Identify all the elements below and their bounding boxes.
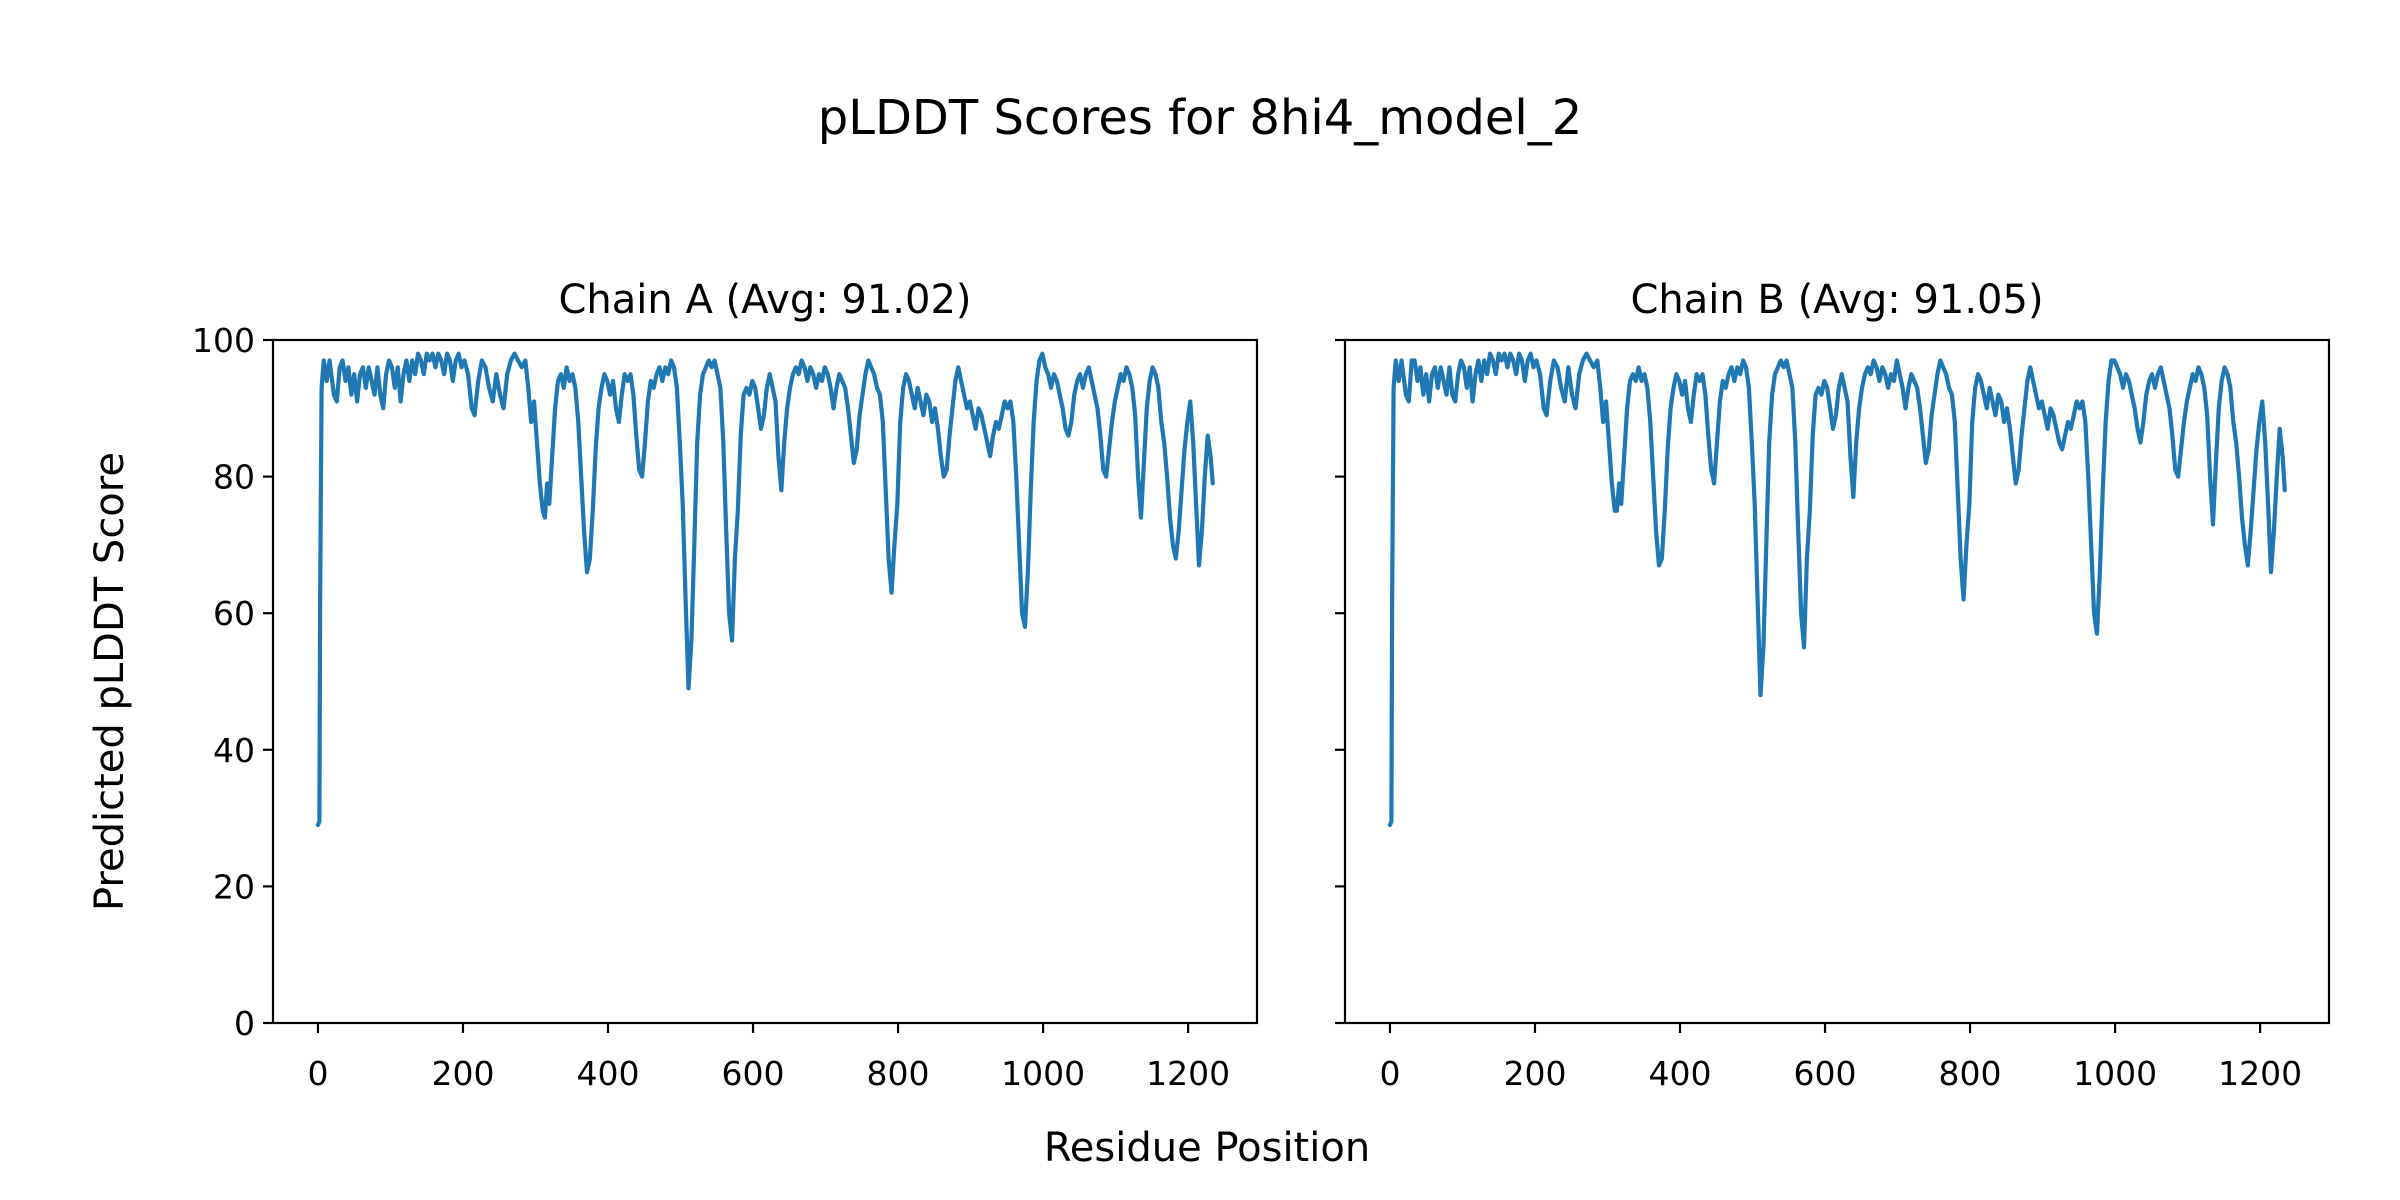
chain-b-plot: 0 200 400 600 800 1000 1200: [1335, 338, 2331, 1093]
chain-a-xtick-label: 600: [722, 1054, 785, 1093]
chain-a-plddt-line: [315, 351, 1215, 828]
chain-b-xtick-label: 1200: [2218, 1054, 2302, 1093]
chain-b-xtick-label: 800: [1939, 1054, 2002, 1093]
y-axis-label: Predicted pLDDT Score: [87, 452, 133, 911]
chain-a-ytick-label: 20: [213, 867, 255, 906]
chain-b-xtick-label: 1000: [2073, 1054, 2157, 1093]
chain-a-xtick-label: 200: [431, 1054, 494, 1093]
chain-b-xtick-label: 200: [1503, 1054, 1566, 1093]
chain-a-xtick-label: 1000: [1001, 1054, 1085, 1093]
chain-a-axes-frame: [271, 338, 1259, 1025]
figure-title: pLDDT Scores for 8hi4_model_2: [817, 90, 1583, 146]
chain-a-xtick-label: 1200: [1146, 1054, 1230, 1093]
chain-a-xtick-label: 400: [577, 1054, 640, 1093]
chain-a-subplot-title: Chain A (Avg: 91.02): [558, 277, 972, 323]
chain-a-ytick-label: 0: [234, 1004, 255, 1043]
chain-a-plot: 0 200 400 600 800 1000 1200 0 20 40 60 80 100: [192, 321, 1259, 1093]
chain-b-xtick-label: 400: [1649, 1054, 1712, 1093]
chain-b-plddt-line: [1387, 351, 2287, 828]
chain-a-ytick-label: 100: [192, 321, 255, 360]
chain-b-xtick-label: 600: [1794, 1054, 1857, 1093]
chain-a-ytick-label: 60: [213, 594, 255, 633]
x-axis-label: Residue Position: [1043, 1125, 1371, 1171]
chain-a-ytick-label: 40: [213, 731, 255, 770]
chain-b-axes-frame: [1343, 338, 2331, 1025]
chain-b-xtick-label: 0: [1379, 1054, 1400, 1093]
chain-a-xtick-label: 0: [307, 1054, 328, 1093]
chain-a-xtick-label: 800: [867, 1054, 930, 1093]
chain-b-subplot-title: Chain B (Avg: 91.05): [1630, 277, 2044, 323]
chain-a-ytick-label: 80: [213, 458, 255, 497]
